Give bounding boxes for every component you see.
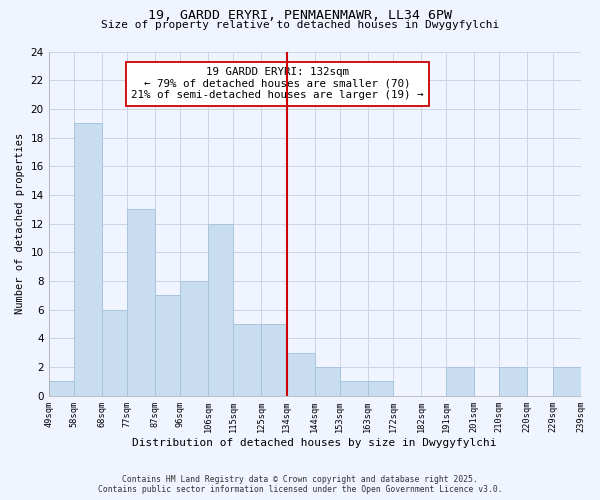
- Bar: [499, 367, 527, 396]
- Bar: [127, 209, 155, 396]
- Bar: [314, 367, 340, 396]
- Bar: [262, 324, 287, 396]
- Bar: [233, 324, 262, 396]
- Text: 19, GARDD ERYRI, PENMAENMAWR, LL34 6PW: 19, GARDD ERYRI, PENMAENMAWR, LL34 6PW: [148, 9, 452, 22]
- Bar: [340, 381, 368, 396]
- Bar: [208, 224, 233, 396]
- Bar: [102, 310, 127, 396]
- Bar: [287, 352, 314, 396]
- Y-axis label: Number of detached properties: Number of detached properties: [15, 133, 25, 314]
- X-axis label: Distribution of detached houses by size in Dwygyfylchi: Distribution of detached houses by size …: [133, 438, 497, 448]
- Bar: [368, 381, 393, 396]
- Bar: [74, 123, 102, 396]
- Bar: [180, 281, 208, 396]
- Bar: [155, 295, 180, 396]
- Bar: [553, 367, 581, 396]
- Bar: [446, 367, 474, 396]
- Text: 19 GARDD ERYRI: 132sqm
← 79% of detached houses are smaller (70)
21% of semi-det: 19 GARDD ERYRI: 132sqm ← 79% of detached…: [131, 67, 424, 100]
- Bar: [49, 381, 74, 396]
- Text: Contains HM Land Registry data © Crown copyright and database right 2025.
Contai: Contains HM Land Registry data © Crown c…: [98, 474, 502, 494]
- Text: Size of property relative to detached houses in Dwygyfylchi: Size of property relative to detached ho…: [101, 20, 499, 30]
